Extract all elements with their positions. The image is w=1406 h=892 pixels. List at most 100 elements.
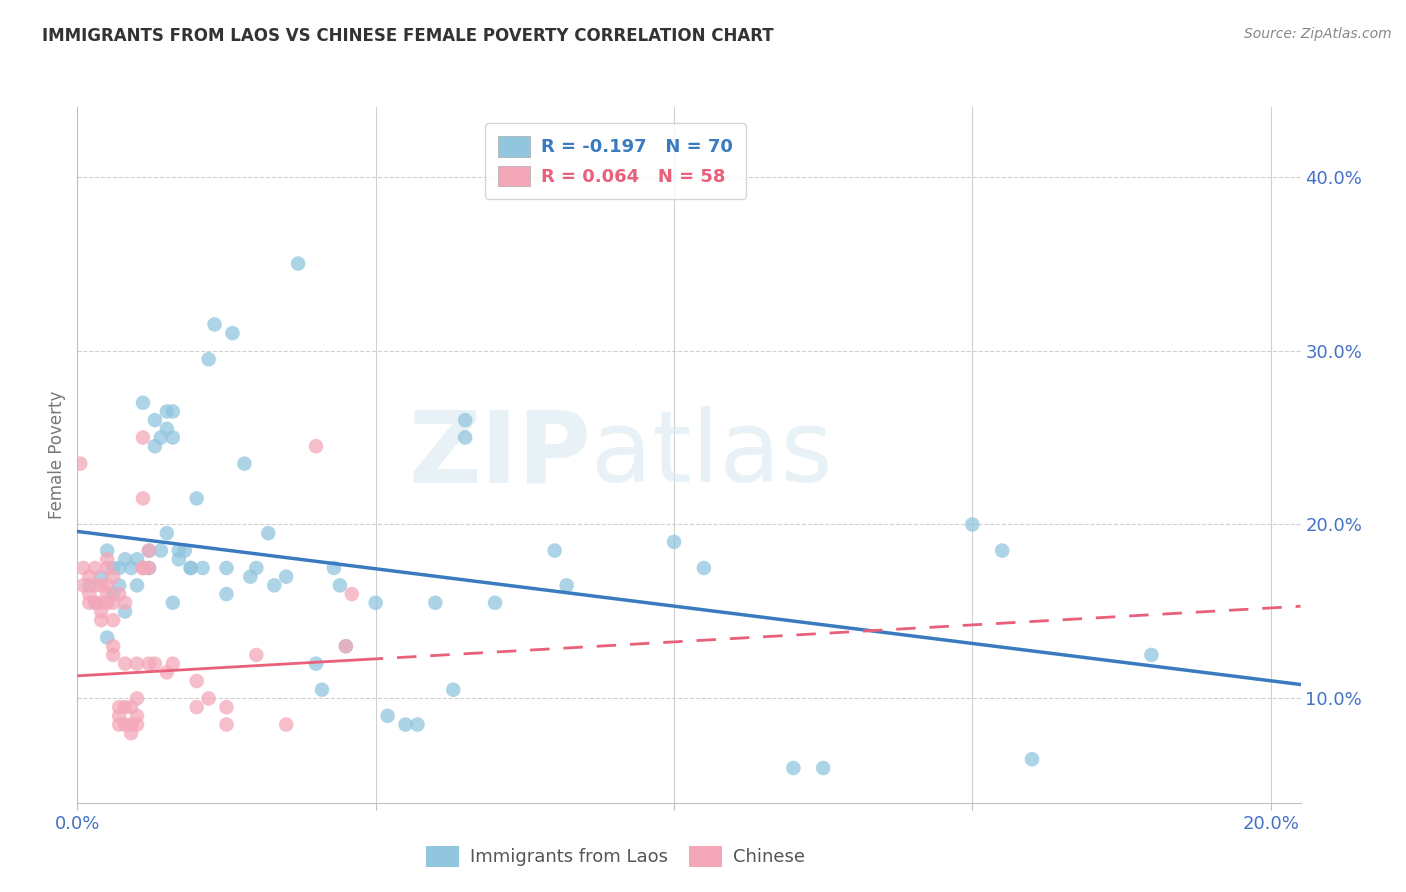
Point bbox=[162, 596, 184, 610]
Point bbox=[340, 587, 363, 601]
Point bbox=[101, 596, 124, 610]
Point bbox=[132, 491, 155, 506]
Point bbox=[454, 430, 477, 444]
Point bbox=[138, 561, 160, 575]
Point bbox=[101, 639, 124, 653]
Point bbox=[125, 708, 148, 723]
Point bbox=[484, 596, 506, 610]
Point bbox=[108, 587, 131, 601]
Point bbox=[215, 587, 238, 601]
Point bbox=[125, 691, 148, 706]
Point bbox=[90, 570, 112, 584]
Point bbox=[114, 657, 136, 671]
Point bbox=[263, 578, 285, 592]
Point bbox=[84, 596, 107, 610]
Legend: Immigrants from Laos, Chinese: Immigrants from Laos, Chinese bbox=[419, 838, 811, 874]
Point bbox=[132, 561, 155, 575]
Point bbox=[108, 700, 131, 714]
Point bbox=[215, 717, 238, 731]
Point bbox=[120, 561, 142, 575]
Point bbox=[96, 596, 118, 610]
Point bbox=[215, 700, 238, 714]
Point bbox=[811, 761, 834, 775]
Text: Source: ZipAtlas.com: Source: ZipAtlas.com bbox=[1244, 27, 1392, 41]
Point bbox=[215, 561, 238, 575]
Point bbox=[782, 761, 804, 775]
Text: IMMIGRANTS FROM LAOS VS CHINESE FEMALE POVERTY CORRELATION CHART: IMMIGRANTS FROM LAOS VS CHINESE FEMALE P… bbox=[42, 27, 773, 45]
Point bbox=[180, 561, 202, 575]
Point bbox=[406, 717, 429, 731]
Point bbox=[167, 543, 190, 558]
Point bbox=[114, 552, 136, 566]
Point bbox=[84, 578, 107, 592]
Text: atlas: atlas bbox=[591, 407, 832, 503]
Point bbox=[156, 404, 179, 418]
Point bbox=[162, 657, 184, 671]
Point bbox=[149, 430, 172, 444]
Point bbox=[120, 726, 142, 740]
Point bbox=[245, 561, 267, 575]
Point bbox=[322, 561, 344, 575]
Point bbox=[377, 708, 399, 723]
Point bbox=[204, 318, 226, 332]
Point bbox=[138, 561, 160, 575]
Point bbox=[364, 596, 387, 610]
Point bbox=[149, 543, 172, 558]
Point bbox=[991, 543, 1014, 558]
Point bbox=[329, 578, 352, 592]
Y-axis label: Female Poverty: Female Poverty bbox=[48, 391, 66, 519]
Point bbox=[108, 708, 131, 723]
Point bbox=[90, 605, 112, 619]
Point bbox=[90, 578, 112, 592]
Point bbox=[662, 534, 685, 549]
Point bbox=[138, 657, 160, 671]
Point bbox=[197, 352, 219, 367]
Point bbox=[233, 457, 256, 471]
Point bbox=[143, 657, 166, 671]
Point bbox=[425, 596, 447, 610]
Point bbox=[186, 700, 208, 714]
Point bbox=[96, 552, 118, 566]
Point bbox=[90, 596, 112, 610]
Point bbox=[96, 561, 118, 575]
Point bbox=[143, 439, 166, 453]
Point bbox=[125, 717, 148, 731]
Point bbox=[693, 561, 716, 575]
Point bbox=[108, 561, 131, 575]
Point bbox=[186, 491, 208, 506]
Point bbox=[114, 596, 136, 610]
Point bbox=[335, 639, 357, 653]
Point bbox=[156, 422, 179, 436]
Point bbox=[72, 561, 94, 575]
Point bbox=[108, 717, 131, 731]
Point bbox=[96, 587, 118, 601]
Point bbox=[180, 561, 202, 575]
Point bbox=[394, 717, 416, 731]
Point bbox=[245, 648, 267, 662]
Point bbox=[101, 613, 124, 627]
Point bbox=[84, 561, 107, 575]
Point bbox=[454, 413, 477, 427]
Point bbox=[69, 457, 91, 471]
Point bbox=[125, 578, 148, 592]
Point bbox=[125, 552, 148, 566]
Point bbox=[96, 578, 118, 592]
Point bbox=[1140, 648, 1163, 662]
Point bbox=[114, 700, 136, 714]
Point bbox=[132, 395, 155, 409]
Point bbox=[221, 326, 243, 340]
Point bbox=[108, 578, 131, 592]
Point bbox=[101, 570, 124, 584]
Point bbox=[1021, 752, 1043, 766]
Point bbox=[276, 570, 298, 584]
Point bbox=[138, 543, 160, 558]
Point bbox=[90, 613, 112, 627]
Point bbox=[173, 543, 195, 558]
Point bbox=[138, 543, 160, 558]
Point bbox=[239, 570, 262, 584]
Point bbox=[120, 717, 142, 731]
Point bbox=[96, 631, 118, 645]
Point bbox=[125, 657, 148, 671]
Point bbox=[441, 682, 464, 697]
Point bbox=[335, 639, 357, 653]
